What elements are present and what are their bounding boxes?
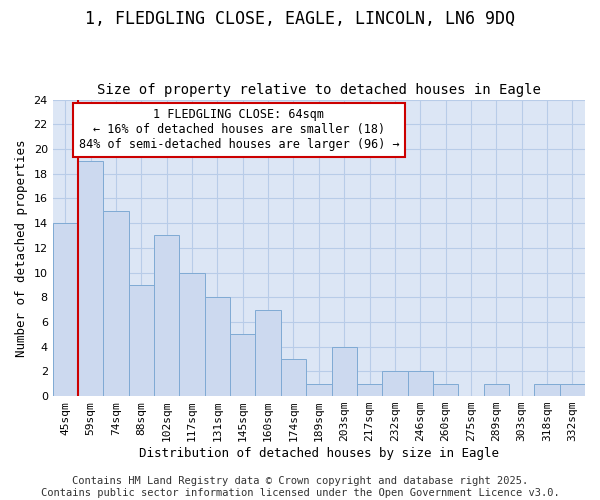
Bar [154, 236, 179, 396]
Bar [382, 372, 407, 396]
Text: 1 FLEDGLING CLOSE: 64sqm
← 16% of detached houses are smaller (18)
84% of semi-d: 1 FLEDGLING CLOSE: 64sqm ← 16% of detach… [79, 108, 399, 152]
Y-axis label: Number of detached properties: Number of detached properties [15, 139, 28, 356]
Bar [179, 272, 205, 396]
Bar [332, 346, 357, 396]
Bar [484, 384, 509, 396]
Bar [357, 384, 382, 396]
Bar [53, 223, 78, 396]
Bar [256, 310, 281, 396]
Bar [205, 297, 230, 396]
Bar [281, 359, 306, 396]
Bar [103, 211, 129, 396]
Title: Size of property relative to detached houses in Eagle: Size of property relative to detached ho… [97, 83, 541, 97]
X-axis label: Distribution of detached houses by size in Eagle: Distribution of detached houses by size … [139, 447, 499, 460]
Bar [306, 384, 332, 396]
Text: Contains HM Land Registry data © Crown copyright and database right 2025.
Contai: Contains HM Land Registry data © Crown c… [41, 476, 559, 498]
Bar [129, 285, 154, 396]
Text: 1, FLEDGLING CLOSE, EAGLE, LINCOLN, LN6 9DQ: 1, FLEDGLING CLOSE, EAGLE, LINCOLN, LN6 … [85, 10, 515, 28]
Bar [78, 162, 103, 396]
Bar [230, 334, 256, 396]
Bar [560, 384, 585, 396]
Bar [407, 372, 433, 396]
Bar [433, 384, 458, 396]
Bar [535, 384, 560, 396]
